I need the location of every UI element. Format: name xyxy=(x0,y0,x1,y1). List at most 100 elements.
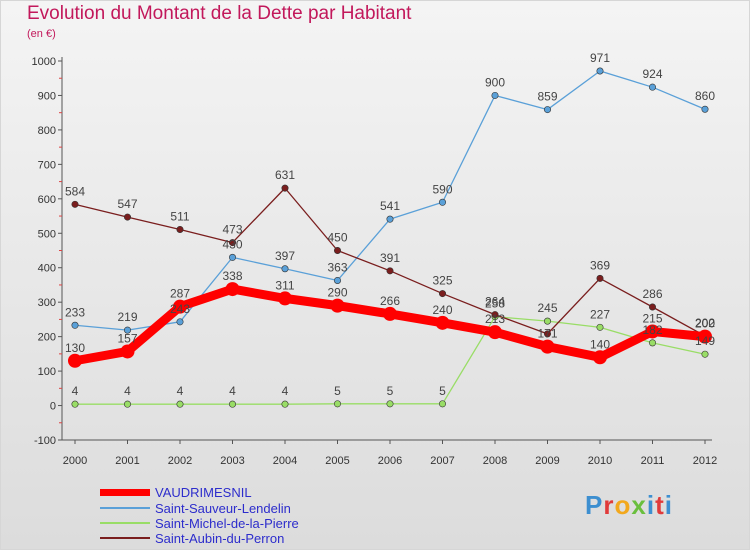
y-tick-label: 800 xyxy=(38,125,56,137)
data-label: 397 xyxy=(275,249,295,263)
x-tick-label: 2007 xyxy=(430,455,454,467)
data-point xyxy=(68,353,82,368)
legend-label: Saint-Michel-de-la-Pierre xyxy=(155,515,299,531)
data-label: 631 xyxy=(275,168,295,182)
x-tick-label: 2005 xyxy=(325,455,349,467)
x-tick-label: 2008 xyxy=(483,455,507,467)
data-label: 140 xyxy=(590,337,610,351)
data-point xyxy=(330,298,345,313)
x-tick-label: 2004 xyxy=(273,455,297,467)
x-tick-label: 2000 xyxy=(63,455,87,467)
legend-item: Saint-Sauveur-Lendelin xyxy=(100,500,291,516)
data-point xyxy=(698,329,712,344)
series-points xyxy=(68,67,712,408)
data-point xyxy=(438,198,446,206)
data-point xyxy=(543,330,551,338)
data-point xyxy=(225,282,240,297)
data-point xyxy=(71,321,79,329)
logo-letter: o xyxy=(614,490,632,520)
logo-letter: r xyxy=(603,490,615,520)
data-label: 215 xyxy=(642,311,662,325)
data-label: 473 xyxy=(222,223,242,237)
data-point xyxy=(124,213,132,221)
data-point xyxy=(281,400,289,408)
data-label: 541 xyxy=(380,199,400,213)
data-point xyxy=(701,105,709,113)
logo-letter: t xyxy=(655,490,665,520)
data-point xyxy=(386,215,394,223)
data-label: 590 xyxy=(432,182,452,196)
data-point xyxy=(491,311,499,319)
data-point xyxy=(281,184,289,192)
data-point xyxy=(540,339,555,354)
data-label: 233 xyxy=(65,305,85,319)
data-label: 290 xyxy=(327,286,347,300)
x-tick-label: 2009 xyxy=(535,455,559,467)
data-label: 4 xyxy=(124,384,131,398)
data-point xyxy=(124,326,132,334)
data-point xyxy=(229,239,237,247)
data-point xyxy=(648,339,656,347)
data-label: 511 xyxy=(170,209,189,223)
data-label: 859 xyxy=(537,90,557,104)
legend-label: Saint-Aubin-du-Perron xyxy=(155,530,285,546)
legend-swatch xyxy=(100,507,150,509)
data-label: 547 xyxy=(117,197,137,211)
y-tick-label: 500 xyxy=(38,228,56,240)
data-point xyxy=(435,315,450,330)
data-label: 264 xyxy=(485,295,505,309)
data-point xyxy=(176,400,184,408)
data-label: 157 xyxy=(117,331,137,345)
data-label: 450 xyxy=(327,231,347,245)
logo-letter: i xyxy=(646,490,656,520)
data-label: 363 xyxy=(327,260,347,274)
data-label: 391 xyxy=(380,251,400,265)
legend-label: Saint-Sauveur-Lendelin xyxy=(155,500,291,516)
y-tick-label: 1000 xyxy=(32,56,56,68)
axes: -100 0 100 200 300 400 500 600 700 800 900 1000 2000… xyxy=(32,56,718,467)
x-tick-label: 2003 xyxy=(220,455,244,467)
data-label: 584 xyxy=(65,184,85,198)
y-tick-label: 100 xyxy=(38,366,56,378)
y-tick-label: 400 xyxy=(38,263,56,275)
data-point xyxy=(176,225,184,233)
data-label: 860 xyxy=(695,89,715,103)
legend-item: VAUDRIMESNIL xyxy=(100,485,252,500)
y-tick-label: 300 xyxy=(38,297,56,309)
data-label: 4 xyxy=(72,384,79,398)
data-point xyxy=(120,344,135,359)
data-point xyxy=(71,200,79,208)
legend-swatch xyxy=(100,522,150,524)
data-point xyxy=(438,400,446,408)
data-labels: 233 219 243 430 397 363 541 590 900 859 971 924 860 4… xyxy=(65,51,715,398)
data-label: 200 xyxy=(695,317,715,331)
data-label: 5 xyxy=(334,384,341,398)
y-tick-label: 900 xyxy=(38,90,56,102)
data-label: 227 xyxy=(590,307,610,321)
x-tick-label: 2006 xyxy=(378,455,402,467)
data-point xyxy=(596,323,604,331)
data-point xyxy=(333,247,341,255)
data-point xyxy=(176,318,184,326)
data-point xyxy=(596,67,604,75)
data-point xyxy=(173,299,187,314)
data-point xyxy=(281,265,289,273)
legend-swatch xyxy=(100,488,150,496)
data-point xyxy=(596,274,604,282)
data-point xyxy=(333,400,341,408)
y-tick-label: 600 xyxy=(38,194,56,206)
data-point xyxy=(543,106,551,114)
data-point xyxy=(229,400,237,408)
y-tick-label: 200 xyxy=(38,332,56,344)
data-label: 311 xyxy=(275,278,294,292)
legend-swatch xyxy=(100,537,150,539)
data-point xyxy=(648,83,656,91)
data-point xyxy=(701,350,709,358)
data-label: 287 xyxy=(170,287,190,301)
data-label: 4 xyxy=(177,384,184,398)
data-label: 266 xyxy=(380,294,400,308)
data-point xyxy=(645,324,660,339)
data-label: 182 xyxy=(642,323,662,337)
data-point xyxy=(229,253,237,261)
